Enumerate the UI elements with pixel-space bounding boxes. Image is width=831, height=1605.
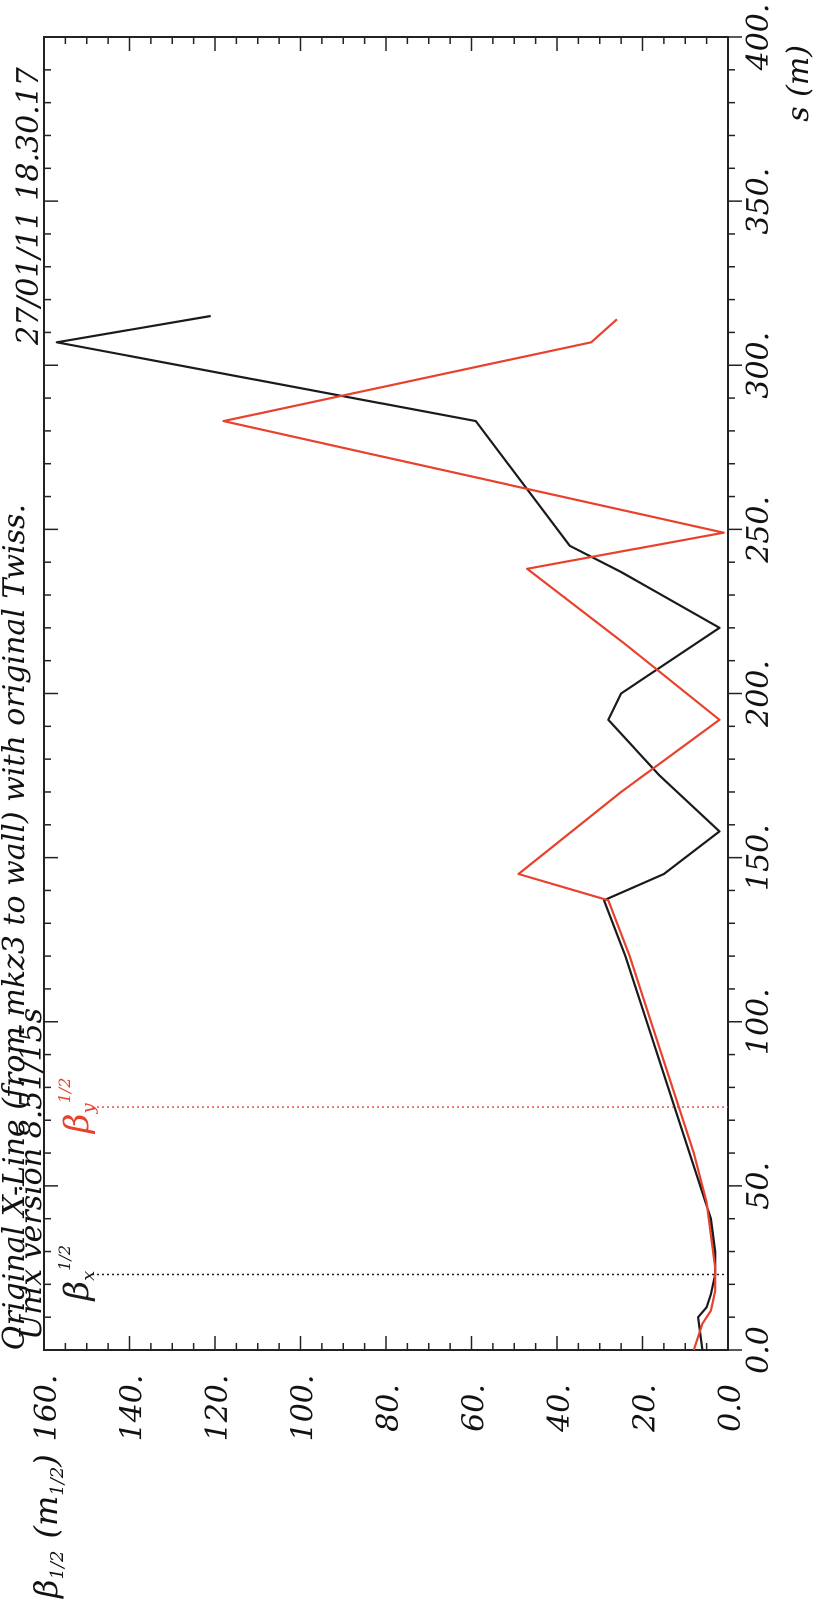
x-axis [44, 36, 742, 1351]
y-tick-label: 40. [542, 1384, 577, 1433]
x-tick-label: 300. [741, 332, 776, 399]
x-tick-label: 250. [741, 496, 776, 564]
legend-sub: y [78, 1102, 99, 1114]
legend-sup: 1/2 [55, 1245, 74, 1271]
y-axis-label: β1/2(m1/2) [27, 1454, 68, 1599]
legend-sup: 1/2 [55, 1078, 74, 1104]
series-beta-y [92, 318, 728, 1351]
y-tick-label: 100. [286, 1375, 321, 1442]
y-tick-label: 0.0 [713, 1384, 748, 1432]
x-tick-label: 50. [741, 1162, 776, 1210]
y-tick-label: 160. [29, 1375, 64, 1442]
y-axis-label-unit-close: ) [27, 1454, 65, 1467]
legend-sub: x [78, 1271, 99, 1281]
legend-symbol: β [57, 1281, 97, 1303]
x-tick-label: 400. [741, 4, 776, 72]
legend-label: βx 1/2 [55, 1245, 99, 1303]
y-axis-label-unit-sub: 1/2 [47, 1467, 68, 1496]
x-tick-label: 100. [741, 988, 776, 1055]
y-tick-label: 140. [115, 1375, 150, 1442]
y-tick-label: 20. [628, 1384, 663, 1433]
x-tick-label: 0.0 [741, 1326, 776, 1374]
y-axis [43, 37, 729, 1350]
series-line [222, 318, 725, 1351]
x-axis-label: s (m) [781, 45, 816, 122]
x-tick-label: 200. [741, 660, 776, 728]
series-beta-x [55, 314, 728, 1351]
series-line [55, 314, 721, 1351]
y-axis-label-symbol: β [27, 1580, 65, 1600]
y-axis-label-unit: (m [27, 1496, 65, 1539]
x-tick-label: 350. [741, 168, 776, 235]
y-tick-label: 120. [200, 1375, 235, 1442]
legend-label: βy 1/2 [55, 1078, 99, 1136]
plot-frame [43, 36, 729, 1351]
date-label: 27/01/11 18.30.17 [11, 66, 46, 346]
chart-title: Original X-Line (from mkz3 to wall) with… [0, 504, 32, 1350]
y-tick-label: 80. [371, 1384, 406, 1432]
y-axis-label-sub: 1/2 [47, 1551, 68, 1580]
x-tick-label: 150. [741, 824, 776, 891]
legend-symbol: β [57, 1113, 97, 1135]
y-tick-label: 60. [457, 1384, 492, 1432]
